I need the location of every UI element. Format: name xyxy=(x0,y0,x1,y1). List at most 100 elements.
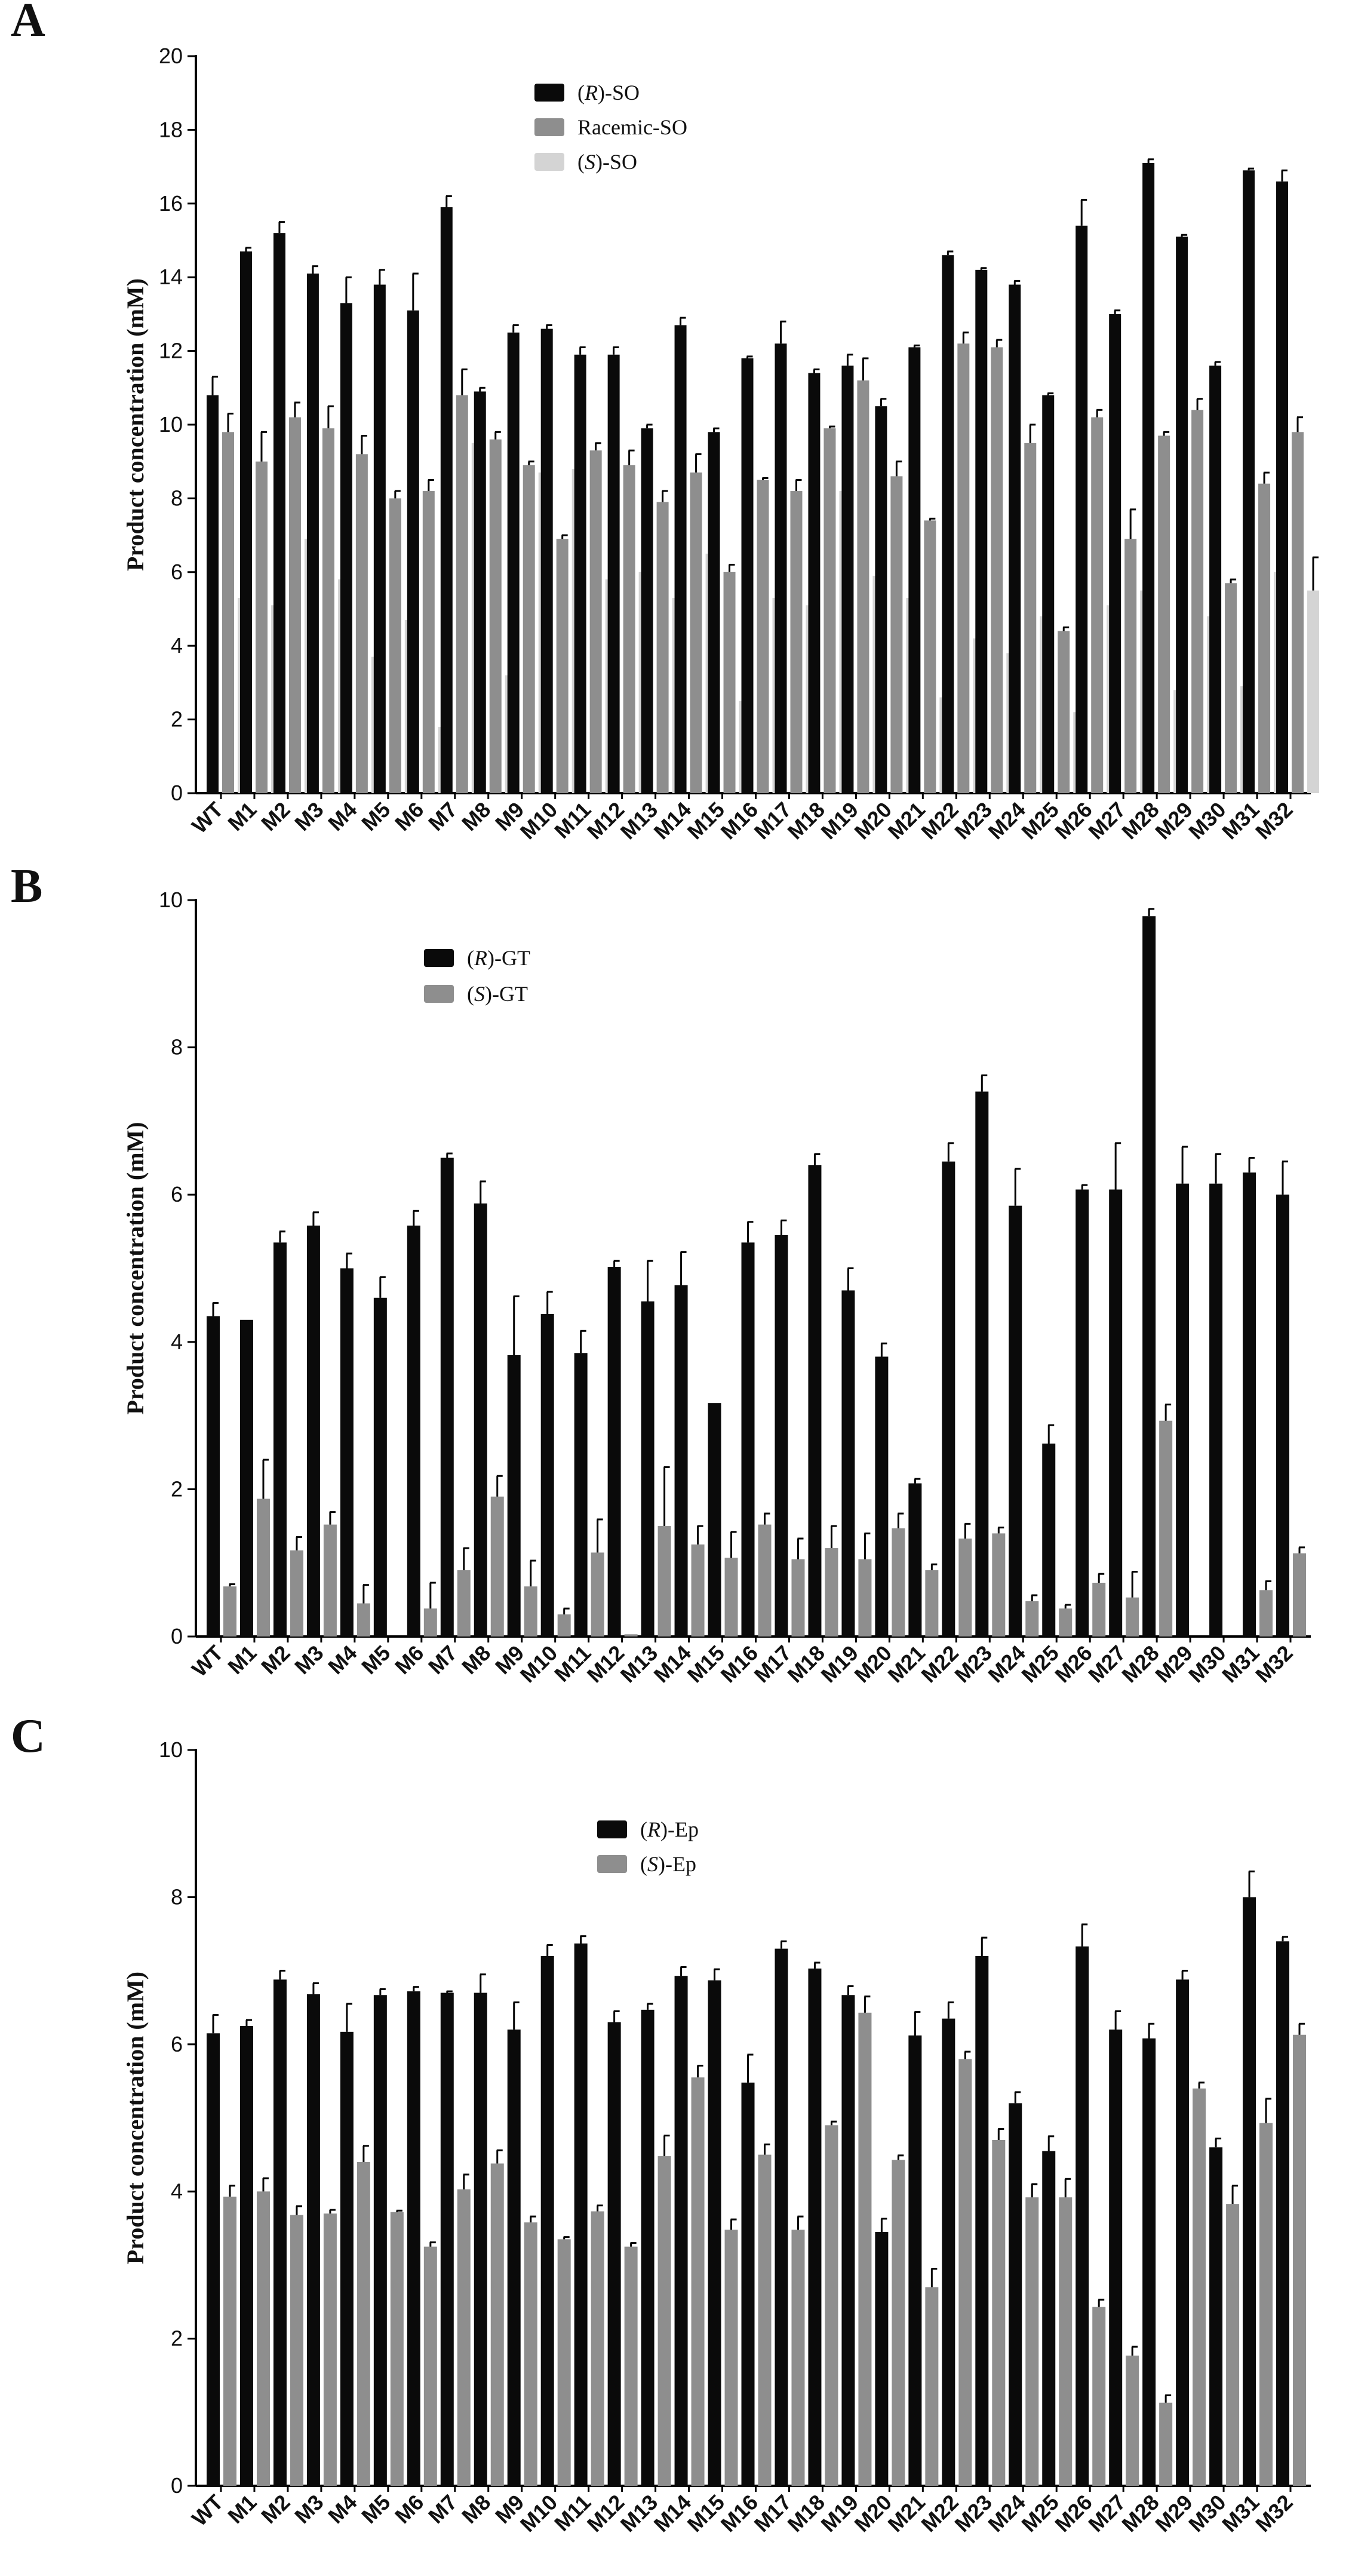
bar-r0 xyxy=(1243,1897,1256,2486)
bar-s1 xyxy=(357,1603,370,1637)
bar-s1 xyxy=(791,2230,805,2486)
legend-label: (S)-GT xyxy=(467,982,528,1006)
bar-1 xyxy=(255,461,268,793)
bar-1 xyxy=(1258,483,1271,793)
y-axis-label: Product concentration (mM) xyxy=(122,278,149,571)
bar-r0 xyxy=(1209,2147,1223,2486)
bar-r0 xyxy=(775,1948,788,2486)
bar-r0 xyxy=(507,2030,521,2486)
bar-1 xyxy=(890,476,903,793)
bar-s1 xyxy=(223,2196,236,2486)
legend-label: Racemic-SO xyxy=(577,115,687,139)
bar-r0 xyxy=(340,2031,354,2486)
bar-r0 xyxy=(1042,395,1055,793)
x-tick-label: M2 xyxy=(256,2490,294,2528)
bar-1 xyxy=(623,465,635,793)
bar-1 xyxy=(456,395,468,793)
bar-r0 xyxy=(207,395,219,793)
bar-1 xyxy=(1058,631,1070,793)
bar-s1 xyxy=(323,1524,337,1637)
bar-r0 xyxy=(1209,1183,1223,1637)
bar-r0 xyxy=(875,406,887,793)
bar-r0 xyxy=(908,2035,922,2486)
bar-s1 xyxy=(858,1559,872,1637)
bar-1 xyxy=(924,520,936,793)
bar-1 xyxy=(656,502,669,793)
bar-r0 xyxy=(1109,2030,1123,2486)
legend-swatch xyxy=(534,153,564,171)
bar-r0 xyxy=(1243,1172,1256,1637)
bar-r0 xyxy=(207,2033,220,2486)
bar-r0 xyxy=(1109,314,1121,793)
bar-r0 xyxy=(574,1353,588,1637)
x-tick-label: M3 xyxy=(290,2490,328,2528)
legend-swatch xyxy=(597,1820,627,1838)
y-tick-label: 20 xyxy=(159,44,183,68)
bar-r0 xyxy=(942,255,954,793)
bar-r0 xyxy=(340,303,352,793)
legend-label: (R)-SO xyxy=(577,81,640,105)
bar-1 xyxy=(355,454,368,793)
bar-r0 xyxy=(273,1979,287,2486)
bar-s1 xyxy=(657,2156,671,2486)
bar-1 xyxy=(589,450,602,793)
bar-r0 xyxy=(674,1285,688,1637)
x-tick-label: M4 xyxy=(323,1641,361,1679)
x-tick-label: M4 xyxy=(323,2490,361,2528)
bar-r0 xyxy=(1276,1195,1290,1637)
bar-s1 xyxy=(1059,2197,1073,2486)
bar-s1 xyxy=(490,2163,504,2486)
y-tick-label: 4 xyxy=(171,633,183,658)
bar-r0 xyxy=(607,2022,621,2486)
bar-s1 xyxy=(892,1528,905,1637)
bar-s1 xyxy=(423,1608,437,1637)
bar-r0 xyxy=(607,354,620,793)
bar-s1 xyxy=(958,2059,972,2486)
bar-1 xyxy=(322,428,334,793)
bar-1 xyxy=(422,491,435,793)
bar-s1 xyxy=(557,1614,571,1637)
bar-s1 xyxy=(1126,2355,1139,2486)
bar-r0 xyxy=(1075,225,1088,793)
bar-s1 xyxy=(858,2012,872,2486)
bar-r0 xyxy=(474,391,486,793)
bar-r0 xyxy=(1009,2103,1022,2486)
x-tick-label: M2 xyxy=(256,797,294,836)
bar-s1 xyxy=(724,1558,738,1637)
bar-r0 xyxy=(741,2082,755,2486)
bar-1 xyxy=(556,539,569,793)
bar-r0 xyxy=(674,1976,688,2486)
bar-s1 xyxy=(1159,2402,1173,2486)
x-tick-label: M32 xyxy=(1250,1641,1298,1688)
x-tick-label: WT xyxy=(187,1641,228,1682)
bar-r0 xyxy=(1042,2151,1056,2486)
bar-r0 xyxy=(440,207,453,794)
bar-r0 xyxy=(1042,1443,1056,1637)
bar-r0 xyxy=(708,1980,721,2486)
bar-s1 xyxy=(223,1586,236,1637)
bar-s1 xyxy=(825,1548,838,1637)
bar-r0 xyxy=(1009,1205,1022,1637)
bar-s1 xyxy=(591,1552,604,1637)
bar-r0 xyxy=(1276,181,1289,793)
bar-s1 xyxy=(825,2125,838,2486)
bar-s1 xyxy=(1226,2204,1240,2486)
bar-r0 xyxy=(741,1242,755,1637)
bar-1 xyxy=(757,480,769,793)
bar-r0 xyxy=(239,1319,253,1637)
bar-r0 xyxy=(474,1992,487,2486)
bar-s1 xyxy=(524,1586,537,1637)
y-tick-label: 6 xyxy=(171,560,183,584)
bar-1 xyxy=(723,572,736,793)
bar-r0 xyxy=(1075,1189,1089,1637)
chart-panel-c: C Product concentration (mM) 0 2 4 6 8 10 WTM1M2… xyxy=(11,1710,1311,2537)
x-tick-label: M8 xyxy=(457,2490,495,2528)
bar-r0 xyxy=(1009,284,1021,793)
bar-r0 xyxy=(708,432,720,793)
y-tick-label: 8 xyxy=(171,486,183,510)
bar-r0 xyxy=(540,328,553,793)
x-tick-label: M7 xyxy=(423,797,462,836)
bar-s1 xyxy=(457,1570,471,1637)
bar-s1 xyxy=(1059,1608,1073,1637)
bar-r0 xyxy=(373,1297,387,1637)
